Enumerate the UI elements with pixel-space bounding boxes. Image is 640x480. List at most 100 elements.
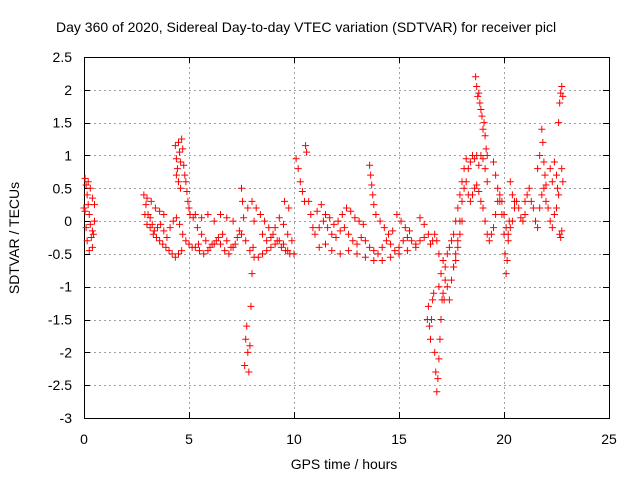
data-point xyxy=(267,234,275,241)
data-point xyxy=(157,220,165,228)
data-point xyxy=(168,250,176,258)
data-point xyxy=(223,237,231,245)
data-point xyxy=(246,247,254,255)
data-point xyxy=(480,119,488,127)
data-point xyxy=(479,125,487,133)
data-point xyxy=(217,211,224,219)
data-point xyxy=(430,289,438,297)
data-point xyxy=(263,247,271,255)
data-point xyxy=(534,165,542,173)
data-point xyxy=(456,230,464,238)
data-point xyxy=(452,250,460,258)
data-point xyxy=(250,217,258,225)
data-point xyxy=(345,230,353,238)
data-point xyxy=(542,197,550,205)
data-point xyxy=(416,237,424,245)
data-point xyxy=(84,178,92,186)
data-point xyxy=(479,155,487,163)
data-point xyxy=(515,204,523,212)
data-point xyxy=(259,250,266,258)
data-point xyxy=(88,243,96,251)
data-point xyxy=(366,243,374,251)
data-point xyxy=(555,119,563,127)
data-point xyxy=(229,217,237,225)
data-point xyxy=(460,184,468,192)
data-point xyxy=(502,270,510,278)
data-point xyxy=(343,204,350,212)
data-point xyxy=(196,247,203,255)
data-point xyxy=(85,247,93,255)
data-point xyxy=(536,204,544,212)
data-point xyxy=(292,155,300,163)
data-point xyxy=(160,227,168,235)
data-point xyxy=(322,240,329,248)
data-point xyxy=(472,73,480,81)
data-point xyxy=(210,217,218,225)
data-point xyxy=(143,220,151,228)
data-point xyxy=(83,191,91,199)
data-point xyxy=(412,243,420,251)
data-point xyxy=(80,204,88,212)
data-point xyxy=(240,214,248,222)
y-tick-label: 1 xyxy=(64,147,72,163)
data-point xyxy=(359,220,367,228)
data-point xyxy=(146,214,154,222)
data-point xyxy=(361,253,369,261)
data-point xyxy=(176,148,184,156)
data-point xyxy=(284,230,292,238)
data-point xyxy=(435,250,443,258)
x-tick-label: 5 xyxy=(185,431,193,447)
data-point xyxy=(254,253,262,261)
data-point xyxy=(431,230,439,238)
data-point xyxy=(200,250,208,258)
data-point xyxy=(555,191,563,199)
data-point xyxy=(448,276,455,284)
data-point xyxy=(169,217,177,225)
data-point xyxy=(369,191,377,199)
data-point xyxy=(143,194,151,202)
data-point xyxy=(443,283,451,291)
data-point xyxy=(290,250,298,258)
data-point xyxy=(487,230,495,238)
grid xyxy=(84,57,609,418)
data-point xyxy=(424,230,432,238)
data-point xyxy=(311,230,319,238)
data-point xyxy=(191,211,199,219)
data-point xyxy=(557,234,565,241)
y-tick-label: 2.5 xyxy=(53,49,73,65)
data-point xyxy=(485,237,493,245)
data-point xyxy=(340,224,348,232)
data-point xyxy=(243,322,251,330)
data-point xyxy=(452,256,460,264)
data-point xyxy=(177,184,185,192)
data-point xyxy=(263,237,271,245)
data-point xyxy=(86,220,94,228)
data-point xyxy=(271,240,279,248)
data-point xyxy=(85,211,93,219)
data-point xyxy=(88,194,96,202)
data-point xyxy=(406,227,413,235)
data-point xyxy=(473,83,481,91)
data-point xyxy=(355,217,363,225)
data-point xyxy=(84,201,92,209)
data-point xyxy=(466,158,474,166)
data-point xyxy=(361,237,369,245)
data-point xyxy=(256,211,264,219)
data-point xyxy=(326,214,334,222)
data-point xyxy=(249,243,257,251)
data-point xyxy=(184,197,192,205)
data-point xyxy=(175,178,182,186)
data-point xyxy=(140,191,148,199)
data-point xyxy=(152,234,160,241)
data-point xyxy=(482,145,490,153)
data-point xyxy=(542,181,550,189)
data-point xyxy=(490,224,497,232)
data-point xyxy=(558,227,566,235)
data-point xyxy=(420,220,428,228)
data-point xyxy=(182,178,190,186)
data-point xyxy=(475,188,483,196)
data-point xyxy=(428,316,436,324)
data-point xyxy=(336,250,344,258)
data-point xyxy=(462,178,470,186)
y-tick-label: 0.5 xyxy=(53,180,73,196)
